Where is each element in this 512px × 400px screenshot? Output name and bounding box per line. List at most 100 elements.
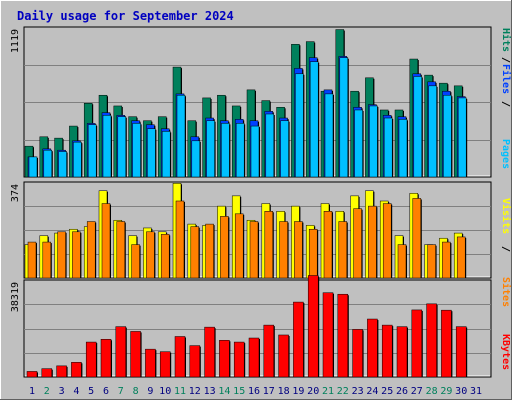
x-tick-label: 10 bbox=[159, 386, 171, 397]
x-tick-label: 28 bbox=[426, 386, 438, 397]
x-tick-label: 3 bbox=[59, 386, 65, 397]
kbytes-bar bbox=[41, 368, 53, 378]
kbytes-bar bbox=[56, 365, 67, 378]
x-tick-label: 18 bbox=[278, 386, 290, 397]
kbytes-bar bbox=[337, 293, 349, 378]
kbytes-bar bbox=[381, 324, 393, 378]
x-tick-label: 21 bbox=[322, 386, 334, 397]
kbytes-bar bbox=[396, 326, 408, 378]
sites-bar bbox=[412, 198, 422, 279]
kbytes-bar bbox=[352, 329, 363, 378]
kbytes-bar bbox=[322, 292, 334, 378]
x-tick-label: 25 bbox=[381, 386, 393, 397]
chart-title: Daily usage for September 2024 bbox=[17, 9, 234, 23]
x-tick-label: 13 bbox=[204, 386, 216, 397]
x-tick-label: 9 bbox=[147, 386, 153, 397]
kbytes-bar bbox=[263, 324, 275, 378]
x-tick-label: 22 bbox=[337, 386, 349, 397]
sites-bar bbox=[427, 244, 436, 279]
sites-bar bbox=[249, 221, 259, 279]
sites-bar bbox=[205, 223, 214, 279]
kbytes-bar bbox=[204, 326, 215, 378]
x-tick-label: 29 bbox=[440, 386, 452, 397]
kbytes-bar bbox=[441, 309, 452, 378]
kbytes-bar bbox=[130, 331, 141, 378]
pages-bar bbox=[383, 117, 393, 178]
x-tick-label: 2 bbox=[44, 386, 50, 397]
x-tick-label: 15 bbox=[233, 386, 245, 397]
x-tick-label: 30 bbox=[455, 386, 467, 397]
x-tick-label: 6 bbox=[103, 386, 109, 397]
pages-bar bbox=[117, 116, 127, 178]
pages-bar bbox=[280, 120, 289, 178]
sites-bar bbox=[116, 221, 126, 279]
kbytes-bar bbox=[293, 301, 304, 378]
sites-bar bbox=[368, 205, 377, 279]
sites-bar bbox=[323, 211, 333, 279]
pages-bar bbox=[235, 123, 245, 178]
y-axis-max-label: 38319 bbox=[10, 282, 21, 312]
legend-sep-2: / bbox=[500, 57, 511, 63]
pages-bar bbox=[295, 73, 304, 178]
sites-bar bbox=[220, 216, 229, 279]
sites-bar bbox=[57, 231, 66, 279]
x-tick-label: 24 bbox=[366, 386, 378, 397]
pages-bar bbox=[398, 119, 408, 178]
legend-sep-3: / bbox=[500, 246, 511, 252]
legend-sites-label: Sites bbox=[500, 277, 512, 307]
pages-bar bbox=[87, 124, 97, 178]
y-axis-max-label: 1119 bbox=[10, 29, 21, 53]
sites-bar bbox=[190, 226, 200, 279]
pages-bar bbox=[206, 120, 215, 178]
sites-bar bbox=[86, 221, 96, 279]
kbytes-bar bbox=[411, 309, 423, 378]
x-tick-label: 17 bbox=[263, 386, 275, 397]
x-tick-label: 20 bbox=[307, 386, 319, 397]
kbytes-bar bbox=[174, 336, 186, 378]
sites-bar bbox=[264, 211, 274, 279]
x-tick-label: 1 bbox=[29, 386, 35, 397]
pages-bar bbox=[132, 123, 141, 178]
pages-bar bbox=[413, 76, 423, 178]
sites-bar bbox=[442, 241, 451, 279]
kbytes-bar bbox=[145, 348, 156, 378]
kbytes-bar bbox=[248, 337, 260, 378]
kbytes-bar bbox=[26, 371, 38, 378]
sites-bar bbox=[397, 244, 407, 279]
legend-pages-label: Pages bbox=[500, 139, 511, 169]
x-tick-label: 7 bbox=[118, 386, 124, 397]
kbytes-bar bbox=[100, 339, 112, 378]
kbytes-bar bbox=[278, 334, 289, 378]
kbytes-bar bbox=[455, 326, 467, 378]
pages-bar bbox=[147, 128, 156, 178]
x-tick-label: 11 bbox=[174, 386, 186, 397]
x-tick-label: 27 bbox=[411, 386, 423, 397]
pages-bar bbox=[339, 57, 349, 178]
kbytes-bar bbox=[426, 303, 437, 378]
legend-sep-1: / bbox=[500, 101, 511, 107]
x-tick-label: 19 bbox=[292, 386, 304, 397]
legend-files-label: Files bbox=[500, 64, 512, 94]
pages-bar bbox=[457, 97, 467, 178]
sites-bar bbox=[338, 221, 348, 279]
sites-bar bbox=[160, 234, 170, 279]
pages-bar bbox=[354, 109, 363, 178]
pages-bar bbox=[73, 141, 82, 178]
legend-visits-label: Visits bbox=[500, 198, 512, 234]
pages-bar bbox=[102, 115, 112, 178]
x-tick-label: 16 bbox=[248, 386, 260, 397]
x-tick-label: 31 bbox=[470, 386, 482, 397]
kbytes-bar bbox=[367, 318, 378, 378]
sites-bar bbox=[101, 203, 111, 279]
pages-bar bbox=[428, 85, 437, 178]
pages-bar bbox=[161, 131, 171, 178]
pages-bar bbox=[324, 93, 334, 178]
legend-hits-label: Hits bbox=[500, 28, 512, 52]
kbytes-bar bbox=[115, 326, 127, 378]
x-tick-label: 14 bbox=[218, 386, 230, 397]
sites-bar bbox=[353, 208, 362, 279]
pages-bar bbox=[369, 105, 378, 178]
sites-bar bbox=[382, 203, 392, 279]
pages-bar bbox=[191, 140, 201, 178]
